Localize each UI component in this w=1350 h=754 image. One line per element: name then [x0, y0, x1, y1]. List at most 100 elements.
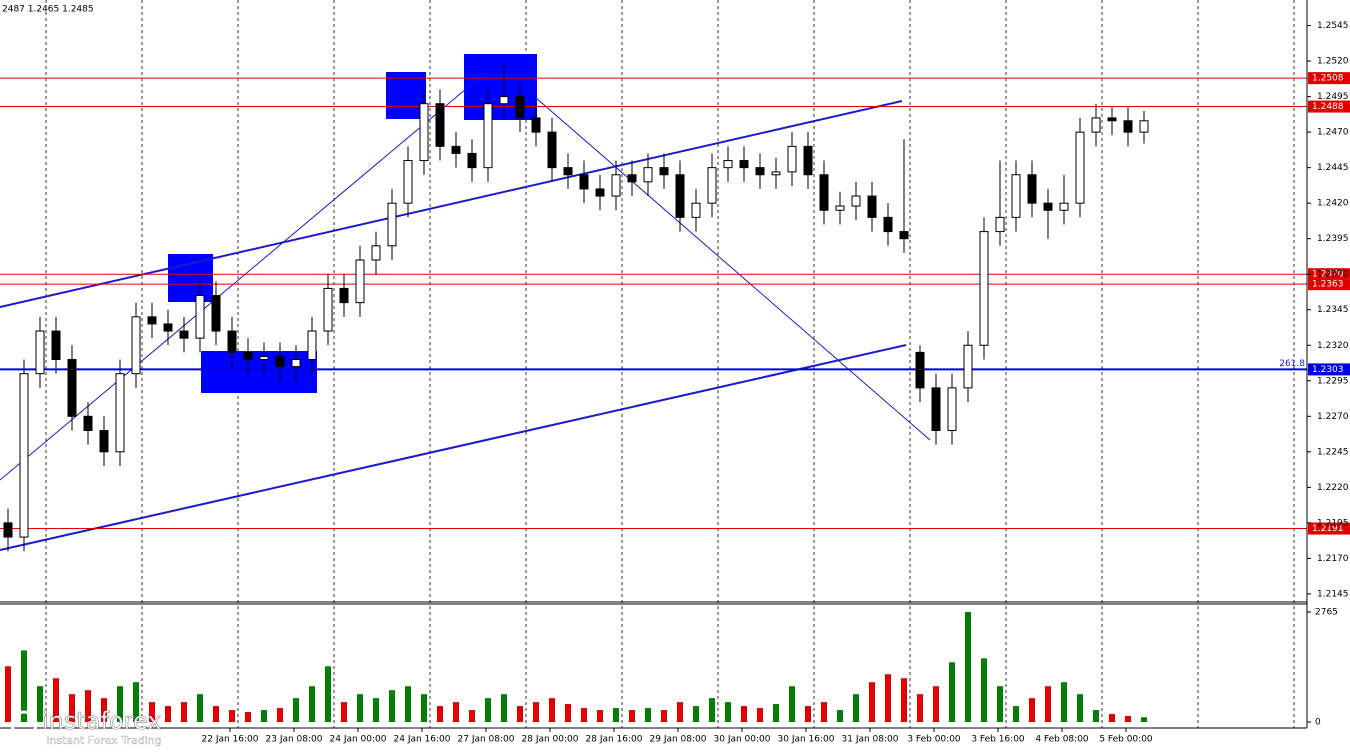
- x-tick-label: 4 Feb 08:00: [1035, 735, 1089, 745]
- candle-body: [547, 131, 557, 169]
- y-tick-label: 1.2495: [1317, 92, 1349, 102]
- candle-body: [579, 174, 589, 190]
- candle-body: [931, 387, 941, 432]
- volume-bar: [229, 710, 235, 722]
- x-tick-label: 24 Jan 16:00: [394, 735, 451, 745]
- volume-bar: [357, 694, 363, 722]
- candle-body: [451, 145, 461, 154]
- candle-body: [307, 330, 317, 360]
- candle-body: [1107, 117, 1117, 122]
- y-tick-label: 1.2545: [1317, 21, 1349, 31]
- watermark-logo: [10, 710, 38, 738]
- y-tick-label: 1.2295: [1317, 376, 1349, 386]
- candle-body: [35, 330, 45, 375]
- volume-bar: [901, 678, 907, 722]
- highlight-box: [168, 254, 213, 302]
- volume-bar: [1093, 710, 1099, 722]
- volume-bar: [133, 682, 139, 722]
- volume-bar: [453, 702, 459, 722]
- candle-body: [739, 160, 749, 169]
- candle-body: [19, 373, 29, 538]
- volume-bar: [181, 702, 187, 722]
- candle-body: [627, 174, 637, 183]
- level-label-box: [1308, 100, 1350, 113]
- volume-y-tick-label: 0: [1315, 718, 1321, 728]
- volume-bar: [645, 708, 651, 722]
- level-label-box: [1308, 522, 1350, 535]
- candle-body: [1075, 131, 1085, 204]
- x-tick-label: 3 Feb 00:00: [907, 735, 961, 745]
- candle-body: [979, 231, 989, 346]
- y-tick-label: 1.2395: [1317, 234, 1349, 244]
- candle-body: [163, 323, 173, 332]
- candle-body: [243, 351, 253, 360]
- y-tick-label: 1.2420: [1317, 199, 1349, 209]
- volume-bar: [5, 666, 11, 722]
- watermark-subtitle: Instant Forex Trading: [46, 734, 162, 747]
- volume-bar: [613, 708, 619, 722]
- volume-bar: [533, 702, 539, 722]
- y-tick-label: 1.2345: [1317, 305, 1349, 315]
- highlight-box: [201, 351, 317, 393]
- volume-bar: [117, 686, 123, 722]
- volume-bar: [469, 710, 475, 722]
- candle-body: [515, 96, 525, 119]
- volume-bar: [933, 686, 939, 722]
- volume-bar: [821, 702, 827, 722]
- volume-bar: [277, 708, 283, 722]
- x-tick-label: 22 Jan 16:00: [202, 735, 259, 745]
- volume-bar: [165, 706, 171, 722]
- candle-body: [707, 167, 717, 204]
- candle-body: [611, 174, 621, 197]
- volume-bar: [325, 666, 331, 722]
- candle-body: [1011, 174, 1021, 218]
- volume-bar: [53, 678, 59, 722]
- y-tick-label: 1.2320: [1317, 341, 1349, 351]
- y-tick-label: 1.2220: [1317, 483, 1349, 493]
- volume-bar: [1029, 698, 1035, 722]
- volume-bar: [789, 686, 795, 722]
- x-tick-label: 23 Jan 08:00: [266, 735, 323, 745]
- candle-body: [851, 195, 861, 207]
- volume-bar: [213, 706, 219, 722]
- level-label: 1.2303: [1312, 365, 1344, 375]
- candle-body: [99, 430, 109, 453]
- x-tick-label: 24 Jan 00:00: [330, 735, 387, 745]
- trend-line: [0, 100, 903, 308]
- candle-body: [995, 216, 1005, 233]
- volume-bar: [709, 698, 715, 722]
- candle-body: [211, 295, 221, 332]
- volume-bar: [629, 710, 635, 722]
- volume-bar: [309, 686, 315, 722]
- volume-bar: [245, 712, 251, 722]
- volume-bar: [885, 674, 891, 722]
- candle-body: [467, 152, 477, 169]
- candle-body: [131, 316, 141, 375]
- candle-body: [1059, 202, 1069, 211]
- volume-bar: [373, 698, 379, 722]
- volume-bar: [661, 710, 667, 722]
- volume-bar: [101, 698, 107, 722]
- candle-body: [227, 330, 237, 353]
- level-label-box: [1308, 278, 1350, 291]
- candle-body: [787, 145, 797, 173]
- candle-body: [899, 231, 909, 240]
- candle-body: [771, 171, 781, 176]
- candle-body: [755, 167, 765, 176]
- x-tick-label: 3 Feb 16:00: [971, 735, 1025, 745]
- level-label-box: [1308, 72, 1350, 85]
- y-tick-label: 1.2195: [1317, 518, 1349, 528]
- candle-body: [1123, 120, 1133, 133]
- candle-body: [595, 188, 605, 197]
- volume-bar: [1125, 716, 1131, 722]
- candle-body: [1043, 202, 1053, 211]
- trend-line: [0, 344, 907, 551]
- level-label-box: [1308, 268, 1350, 281]
- volume-bar: [997, 686, 1003, 722]
- volume-bar: [421, 694, 427, 722]
- candle-body: [179, 330, 189, 339]
- candle-body: [291, 358, 301, 368]
- candle-body: [947, 387, 957, 432]
- volume-bar: [405, 686, 411, 722]
- highlight-box: [386, 72, 426, 119]
